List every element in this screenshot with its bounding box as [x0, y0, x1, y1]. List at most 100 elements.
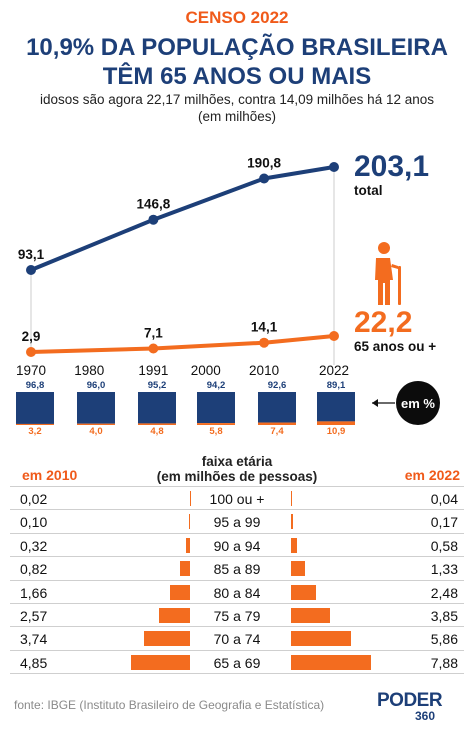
icon-head: [378, 242, 390, 254]
value-2022: 3,85: [430, 608, 458, 624]
bar-2010: [158, 608, 190, 623]
bar-label-rest: 94,2: [207, 380, 226, 391]
value-2010: 1,66: [20, 584, 48, 601]
logo-sub: 360: [415, 709, 436, 723]
x-tick-label: 2010: [249, 363, 279, 378]
page-title-line2: TÊM 65 ANOS OU MAIS: [102, 63, 372, 90]
x-tick-label: 1980: [74, 363, 104, 378]
end-caption: 65 anos ou +: [354, 339, 436, 354]
bar-2022: [291, 561, 305, 577]
pyramid-subtitle: (em milhões de pessoas): [156, 469, 318, 484]
data-point: [329, 331, 339, 341]
data-point: [259, 337, 270, 348]
data-point: [148, 343, 159, 354]
bar-segment-elderly: [138, 423, 176, 425]
bar-2010: [180, 561, 190, 577]
bar-2010: [188, 514, 190, 530]
subtitle-line2: (em milhões): [197, 109, 276, 124]
bar-label-elderly: 10,9: [327, 426, 346, 437]
bar-2022: [291, 537, 297, 553]
share-bar-chart: 96,8 3,2 96,0 4,0 95,2 4,8 94,2 5,8 92,6 7,4 89,1 1…: [16, 380, 440, 437]
pyramid-row: 0,02 100 ou + 0,04: [10, 486, 464, 509]
value-2010: 0,10: [20, 514, 48, 531]
age-group-label: 100 ou +: [209, 491, 265, 507]
value-2022: 1,33: [430, 561, 458, 578]
data-point: [329, 162, 339, 172]
bar-label-rest: 96,8: [26, 380, 45, 391]
data-point: [26, 265, 36, 275]
bar-segment-elderly: [16, 423, 54, 425]
data-point: [148, 214, 159, 225]
age-group-label: 85 a 89: [213, 561, 261, 578]
pyramid-bottom-rule: [10, 673, 464, 675]
note-badge: [396, 381, 440, 425]
x-tick-label: 1970: [16, 363, 46, 378]
bar-2010: [169, 584, 190, 600]
bar-label-rest: 92,6: [268, 380, 287, 391]
value-2010: 3,74: [20, 631, 48, 648]
pyramid-title: faixa etária: [201, 454, 273, 469]
pyramid-row: 3,74 70 a 74 5,86: [10, 626, 464, 649]
pyramid-row: 0,82 85 a 89 1,33: [10, 556, 464, 579]
pyramid-left-header: em 2010: [22, 467, 78, 483]
series-line-elderly: [29, 334, 336, 354]
age-group-label: 95 a 99: [213, 514, 261, 531]
x-tick-label: 2000: [191, 363, 221, 378]
note-arrow-head: [372, 399, 378, 407]
bar-segment-rest: [258, 392, 296, 423]
value-2010: 4,85: [20, 654, 48, 671]
value-2022: 5,86: [430, 631, 458, 648]
bar-label-elderly: 4,8: [150, 426, 163, 437]
bar-label-elderly: 7,4: [270, 426, 284, 437]
bar-segment-rest: [77, 392, 115, 424]
bar-2010: [186, 537, 190, 553]
bar-segment-elderly: [317, 421, 355, 425]
data-point: [259, 173, 270, 184]
value-2022: 0,17: [430, 514, 458, 531]
bar-2022: [291, 654, 372, 670]
age-group-label: 75 a 79: [213, 608, 261, 624]
bar-2022: [291, 514, 293, 530]
bar-label-rest: 96,0: [87, 380, 106, 391]
icon-arm: [391, 264, 398, 269]
bar-2022: [291, 584, 317, 600]
age-group-label: 70 a 74: [213, 631, 261, 648]
data-point: [26, 347, 36, 357]
source-note: fonte: IBGE (Instituto Brasileiro de Geo…: [14, 698, 325, 712]
value-2010: 0,32: [20, 537, 48, 554]
value-2010: 0,02: [20, 491, 48, 507]
value-2022: 0,04: [430, 491, 458, 507]
data-label: 2,9: [22, 329, 41, 344]
data-label: 14,1: [251, 320, 278, 335]
end-value-label: 203,1: [354, 150, 429, 183]
pyramid-row: 1,66 80 a 84 2,48: [10, 579, 464, 603]
value-2010: 2,57: [20, 608, 48, 624]
value-2022: 2,48: [430, 584, 458, 601]
bar-segment-elderly: [77, 423, 115, 425]
data-label: 190,8: [247, 156, 281, 171]
elderly-person-icon: [375, 242, 401, 305]
bar-segment-rest: [197, 392, 235, 424]
page-title-line1: 10,9% DA POPULAÇÃO BRASILEIRA: [26, 34, 448, 61]
logo-main: PODER: [377, 690, 443, 711]
value-2010: 0,82: [20, 561, 48, 578]
value-2022: 7,88: [430, 654, 458, 671]
value-2022: 0,58: [430, 537, 458, 554]
icon-body: [375, 258, 393, 305]
subtitle-line1: idosos são agora 22,17 milhões, contra 1…: [39, 92, 434, 107]
pyramid-row: 2,57 75 a 79 3,85: [10, 603, 464, 626]
x-tick-label: 1991: [138, 363, 168, 378]
brand-logo: PODER 360: [377, 690, 459, 724]
bar-label-elderly: 5,8: [209, 426, 222, 437]
bar-segment-rest: [138, 392, 176, 424]
bar-label-elderly: 3,2: [28, 426, 41, 437]
pyramid-right-header: em 2022: [404, 467, 460, 483]
bar-2010: [130, 654, 190, 670]
note-badge-label: em %: [401, 396, 435, 411]
bar-label-elderly: 4,0: [89, 426, 102, 437]
pyramid-row: 0,10 95 a 99 0,17: [10, 509, 464, 532]
data-label: 146,8: [136, 197, 170, 212]
icon-cane: [398, 266, 401, 305]
bar-2022: [291, 631, 351, 647]
